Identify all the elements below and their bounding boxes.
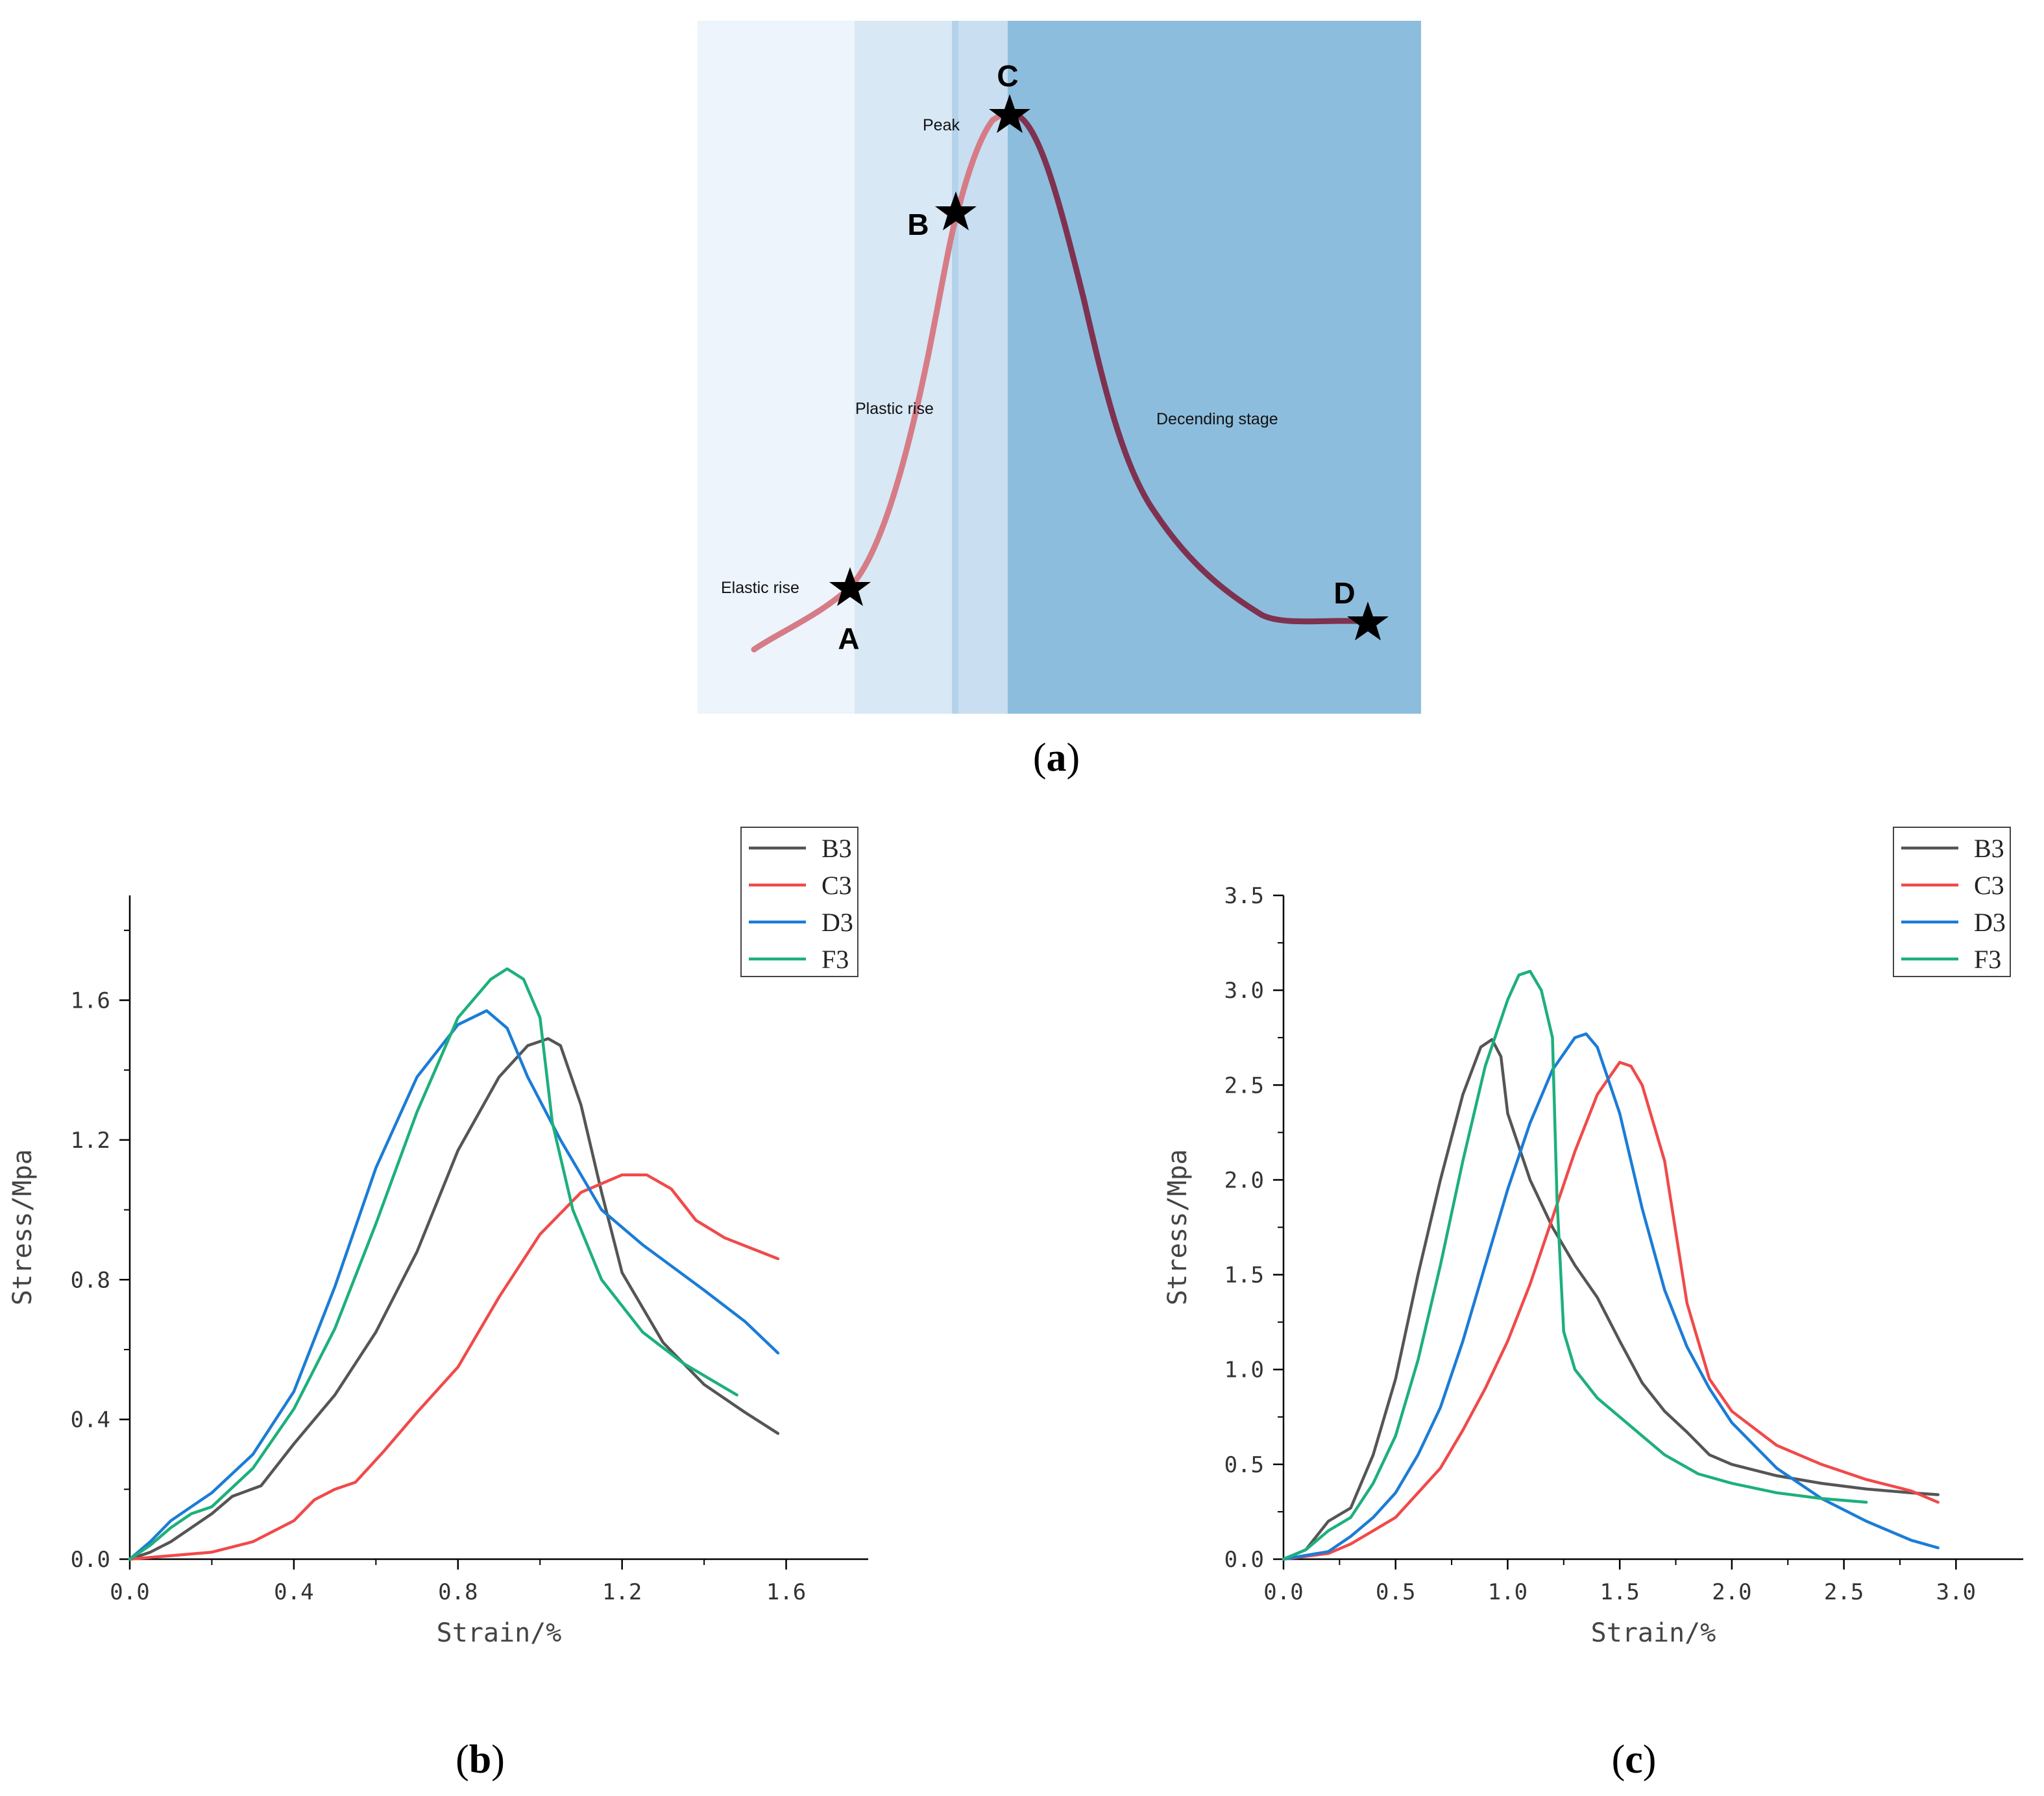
x-tick-label: 1.6 [766,1579,806,1605]
legend-label-c3: C3 [821,871,852,900]
y-tick-label: 0.8 [71,1267,110,1293]
chart-c-legend: B3 C3 D3 F3 [1893,827,2011,977]
x-tick-label: 1.2 [602,1579,642,1605]
y-tick-label: 1.6 [71,988,110,1014]
legend-label-b3: B3 [821,834,852,863]
legend-label-c3: C3 [1974,871,2004,900]
panel-a: A B C D Elastic rise Plastic rise Peak D… [698,21,1421,780]
zone-plastic [855,21,952,714]
x-tick-label: 2.0 [1712,1579,1751,1605]
x-tick-label: 0.5 [1376,1579,1415,1605]
star-icon [989,94,1030,133]
series-line-d3 [128,1009,780,1561]
y-tick-label: 3.5 [1224,883,1264,909]
zone-descending [1008,21,1421,714]
chart-b-legend: B3 C3 D3 F3 [740,827,858,977]
legend-label-f3: F3 [821,945,849,974]
curve-rise [751,110,1017,653]
y-tick-label: 0.5 [1224,1452,1264,1478]
y-tick-label: 0.0 [71,1547,110,1573]
zone-divider [952,21,958,714]
stage-label-elastic: Elastic rise [721,579,799,597]
point-label-c: C [997,59,1018,93]
star-icon [829,567,871,606]
series-line-c3 [128,1173,780,1561]
y-tick-label: 2.0 [1224,1167,1264,1193]
x-tick-label: 1.5 [1600,1579,1639,1605]
x-tick-label: 0.0 [1263,1579,1303,1605]
x-tick-label: 0.4 [274,1579,313,1605]
chart-b-series [128,967,780,1561]
x-axis-label: Strain/% [1591,1618,1716,1648]
y-tick-label: 3.0 [1224,978,1264,1004]
y-tick-label: 1.5 [1224,1263,1264,1289]
zone-elastic [698,21,855,714]
chart-b-axes: 0.0 0.4 0.8 1.2 1.6 0.0 0.4 0.8 1.2 1.6 Strain/% St… [8,895,868,1648]
chart-c-series [1282,969,1940,1561]
x-tick-label: 2.5 [1824,1579,1864,1605]
x-tick-label: 0.8 [438,1579,478,1605]
y-tick-label: 2.5 [1224,1073,1264,1098]
y-tick-label: 1.2 [71,1128,110,1154]
series-line-d3 [1282,1032,1940,1561]
series-line-f3 [1282,969,1868,1561]
panel-caption-a: (a) [1033,736,1080,780]
x-tick-label: 0.0 [110,1579,149,1605]
chart-b: 0.0 0.4 0.8 1.2 1.6 0.0 0.4 0.8 1.2 1.6 Strain/% St… [8,827,868,1782]
panel-caption-b: (b) [456,1738,505,1782]
legend-box [740,827,858,977]
chart-c-axes: 0.0 0.5 1.0 1.5 2.0 2.5 3.0 0.0 0.5 1.0 1.5 2.0 2.5 3… [1163,883,2023,1648]
series-line-f3 [128,967,738,1561]
stage-label-descending: Decending stage [1156,410,1278,428]
series-line-b3 [128,1037,780,1561]
legend-box [1893,827,2011,977]
y-tick-label: 1.0 [1224,1357,1264,1383]
y-axis-label: Stress/Mpa [1163,1149,1193,1305]
y-axis-label: Stress/Mpa [8,1149,38,1305]
x-tick-label: 1.0 [1488,1579,1527,1605]
star-icon [935,191,977,230]
x-tick-label: 3.0 [1936,1579,1976,1605]
legend-label-f3: F3 [1974,945,2001,974]
legend-label-d3: D3 [821,908,853,937]
legend-label-d3: D3 [1974,908,2006,937]
point-label-b: B [907,208,929,241]
stage-label-plastic: Plastic rise [855,400,934,418]
point-label-a: A [838,622,859,655]
chart-c: 0.0 0.5 1.0 1.5 2.0 2.5 3.0 0.0 0.5 1.0 1.5 2.0 2.5 3… [1163,827,2023,1782]
legend-label-b3: B3 [1974,834,2004,863]
panel-caption-c: (c) [1612,1738,1657,1782]
series-line-b3 [1282,1038,1940,1561]
star-icon [1347,601,1389,640]
x-axis-label: Strain/% [437,1618,562,1648]
curve-fall [1010,110,1371,625]
y-tick-label: 0.4 [71,1407,110,1433]
series-line-c3 [1282,1060,1940,1561]
stage-label-peak: Peak [923,116,960,134]
y-tick-label: 0.0 [1224,1547,1264,1573]
point-label-d: D [1333,576,1355,610]
